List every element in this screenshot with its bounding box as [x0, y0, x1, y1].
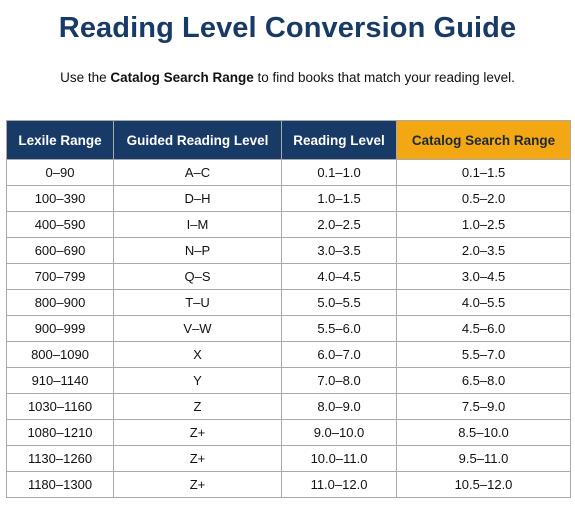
table-row: 1030–1160 Z 8.0–9.0 7.5–9.0 [6, 393, 571, 420]
lexile-range-cell: 800–900 [6, 289, 114, 316]
catalog-search-range-cell: 4.5–6.0 [396, 315, 571, 342]
lexile-range-cell: 700–799 [6, 263, 114, 290]
reading-level-cell: 2.0–2.5 [281, 211, 397, 238]
catalog-search-range-cell: 8.5–10.0 [396, 419, 571, 446]
lexile-range-cell: 1030–1160 [6, 393, 114, 420]
table-row: 800–1090 X 6.0–7.0 5.5–7.0 [6, 341, 571, 368]
table-body: 0–90 A–C 0.1–1.0 0.1–1.5 100–390 D–H 1.0–1.5 0.… [6, 159, 571, 498]
catalog-search-range-cell: 0.5–2.0 [396, 185, 571, 212]
guided-reading-level-cell: D–H [113, 185, 282, 212]
reading-level-cell: 0.1–1.0 [281, 159, 397, 186]
table-row: 600–690 N–P 3.0–3.5 2.0–3.5 [6, 237, 571, 264]
guided-reading-level-cell: X [113, 341, 282, 368]
header-reading-level: Reading Level [281, 120, 397, 160]
header-lexile-range: Lexile Range [6, 120, 114, 160]
guided-reading-level-cell: T–U [113, 289, 282, 316]
page-title: Reading Level Conversion Guide [58, 12, 517, 44]
catalog-search-range-cell: 7.5–9.0 [396, 393, 571, 420]
catalog-search-range-cell: 9.5–11.0 [396, 445, 571, 472]
guided-reading-level-cell: Q–S [113, 263, 282, 290]
reading-level-cell: 4.0–4.5 [281, 263, 397, 290]
header-guided-reading-level: Guided Reading Level [113, 120, 282, 160]
lexile-range-cell: 800–1090 [6, 341, 114, 368]
table-row: 910–1140 Y 7.0–8.0 6.5–8.0 [6, 367, 571, 394]
guided-reading-level-cell: A–C [113, 159, 282, 186]
table-row: 1080–1210 Z+ 9.0–10.0 8.5–10.0 [6, 419, 571, 446]
lexile-range-cell: 1080–1210 [6, 419, 114, 446]
reading-level-cell: 3.0–3.5 [281, 237, 397, 264]
catalog-search-range-cell: 4.0–5.5 [396, 289, 571, 316]
table-row: 700–799 Q–S 4.0–4.5 3.0–4.5 [6, 263, 571, 290]
header-catalog-search-range: Catalog Search Range [396, 120, 571, 160]
conversion-table: Lexile Range Guided Reading Level Readin… [6, 120, 571, 498]
table-row: 1180–1300 Z+ 11.0–12.0 10.5–12.0 [6, 471, 571, 498]
reading-level-cell: 11.0–12.0 [281, 471, 397, 498]
reading-level-cell: 5.0–5.5 [281, 289, 397, 316]
lexile-range-cell: 400–590 [6, 211, 114, 238]
catalog-search-range-cell: 0.1–1.5 [396, 159, 571, 186]
reading-level-cell: 5.5–6.0 [281, 315, 397, 342]
reading-level-cell: 10.0–11.0 [281, 445, 397, 472]
catalog-search-range-cell: 5.5–7.0 [396, 341, 571, 368]
lexile-range-cell: 910–1140 [6, 367, 114, 394]
table-row: 0–90 A–C 0.1–1.0 0.1–1.5 [6, 159, 571, 186]
intro-text: Use the Catalog Search Range to find boo… [0, 70, 575, 85]
guided-reading-level-cell: I–M [113, 211, 282, 238]
guided-reading-level-cell: V–W [113, 315, 282, 342]
lexile-range-cell: 1130–1260 [6, 445, 114, 472]
lexile-range-cell: 100–390 [6, 185, 114, 212]
lexile-range-cell: 900–999 [6, 315, 114, 342]
reading-level-cell: 6.0–7.0 [281, 341, 397, 368]
reading-level-cell: 7.0–8.0 [281, 367, 397, 394]
guided-reading-level-cell: Z+ [113, 471, 282, 498]
catalog-search-range-cell: 3.0–4.5 [396, 263, 571, 290]
guided-reading-level-cell: N–P [113, 237, 282, 264]
catalog-search-range-cell: 1.0–2.5 [396, 211, 571, 238]
lexile-range-cell: 0–90 [6, 159, 114, 186]
catalog-search-range-cell: 2.0–3.5 [396, 237, 571, 264]
catalog-search-range-cell: 10.5–12.0 [396, 471, 571, 498]
guided-reading-level-cell: Z+ [113, 419, 282, 446]
guided-reading-level-cell: Z+ [113, 445, 282, 472]
guided-reading-level-cell: Z [113, 393, 282, 420]
table-row: 900–999 V–W 5.5–6.0 4.5–6.0 [6, 315, 571, 342]
intro-suffix: to find books that match your reading le… [253, 70, 515, 85]
intro-prefix: Use the [60, 70, 111, 85]
catalog-search-range-cell: 6.5–8.0 [396, 367, 571, 394]
guided-reading-level-cell: Y [113, 367, 282, 394]
reading-level-cell: 1.0–1.5 [281, 185, 397, 212]
intro-highlight: Catalog Search Range [110, 70, 254, 85]
reading-level-cell: 9.0–10.0 [281, 419, 397, 446]
table-row: 100–390 D–H 1.0–1.5 0.5–2.0 [6, 185, 571, 212]
lexile-range-cell: 600–690 [6, 237, 114, 264]
table-header-row: Lexile Range Guided Reading Level Readin… [6, 120, 571, 160]
table-row: 400–590 I–M 2.0–2.5 1.0–2.5 [6, 211, 571, 238]
table-row: 800–900 T–U 5.0–5.5 4.0–5.5 [6, 289, 571, 316]
table-row: 1130–1260 Z+ 10.0–11.0 9.5–11.0 [6, 445, 571, 472]
reading-level-cell: 8.0–9.0 [281, 393, 397, 420]
lexile-range-cell: 1180–1300 [6, 471, 114, 498]
